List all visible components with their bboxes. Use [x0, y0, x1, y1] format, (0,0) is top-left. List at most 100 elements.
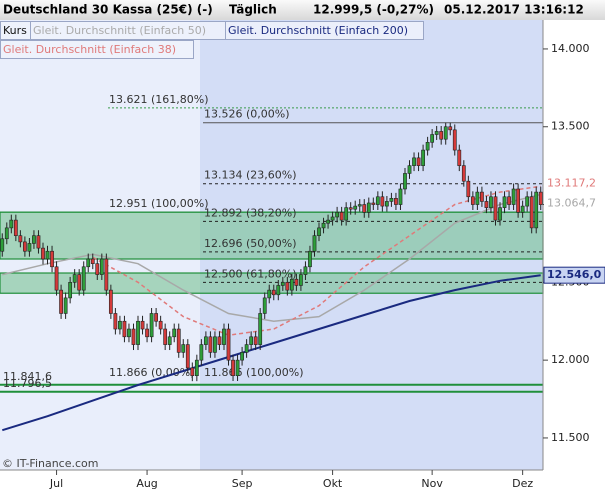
level-label: 11.841,6 [3, 370, 52, 383]
candle-body [267, 289, 272, 299]
candle-body [461, 165, 466, 182]
candle-body [262, 297, 267, 314]
candle-body [108, 289, 113, 314]
candle-body [375, 196, 380, 205]
candle-body [538, 191, 543, 205]
level-label: 11.866 (100,00%) [204, 366, 304, 379]
interval: Täglich [229, 3, 277, 17]
candle-body [253, 336, 258, 345]
candle-body [81, 266, 86, 291]
candle-body [149, 313, 154, 338]
candle-body [118, 320, 122, 330]
candle-body [416, 157, 421, 166]
candle-body [344, 207, 349, 221]
level-label: 13.134 (23,60%) [204, 169, 297, 182]
candle-body [90, 258, 95, 264]
candle-body [59, 289, 63, 314]
candle-body [366, 202, 371, 213]
y-tick-label: 11.500 [551, 431, 590, 444]
candle-body [394, 198, 398, 205]
x-tick-label: Nov [421, 477, 443, 490]
x-axis-bg [0, 470, 605, 494]
y-tick-label: 13.500 [551, 120, 590, 133]
candle-body [443, 126, 448, 140]
candle-body [389, 198, 394, 202]
candle-body [140, 320, 145, 330]
candle-body [204, 336, 208, 345]
candle-body [18, 235, 23, 243]
candle-body [222, 328, 226, 345]
candle-body [335, 212, 339, 218]
candle-body [27, 243, 32, 252]
candle-body [457, 149, 462, 166]
candle-body [199, 344, 204, 361]
candle-body [421, 149, 425, 166]
ma-line [2, 274, 541, 432]
candle-body [439, 131, 444, 140]
candle-body [448, 126, 453, 131]
candle-body [466, 180, 471, 198]
candle-body [430, 134, 435, 143]
end-label: 12.546,0 [547, 268, 602, 281]
candle-body [68, 282, 73, 299]
candle-body [507, 196, 511, 205]
level-label: 13.526 (0,00%) [204, 108, 290, 121]
candle-body [412, 157, 416, 166]
y-tick-label: 14.000 [551, 42, 590, 55]
candle-body [249, 336, 254, 345]
candle-body [145, 328, 149, 338]
candle-body [190, 367, 195, 377]
candle-body [371, 202, 376, 205]
candle-body [294, 278, 299, 286]
candle-body [502, 196, 507, 208]
candle-body [289, 278, 294, 291]
candle-body [231, 359, 235, 377]
candle-body [489, 196, 493, 208]
candle-body [86, 258, 91, 268]
level-label: 12.951 (100,00%) [109, 197, 209, 210]
candle-body [127, 328, 131, 338]
candle-body [403, 173, 407, 190]
end-label: 13.064,7 [547, 196, 596, 209]
candle-body [72, 274, 77, 283]
legend-entry: Kurs [3, 24, 27, 37]
candle-body [321, 222, 326, 229]
candle-body [158, 320, 163, 330]
candle-body [45, 250, 50, 260]
candle-body [280, 282, 285, 286]
candle-body [23, 241, 27, 252]
end-label: 13.117,2 [547, 176, 596, 189]
candle-body [398, 188, 403, 205]
x-tick-label: Aug [136, 477, 157, 490]
candle-body [13, 219, 18, 236]
candle-body [213, 336, 217, 353]
timestamp: 05.12.2017 13:16:12 [444, 3, 584, 17]
level-label: 12.696 (50,00%) [204, 237, 297, 250]
candle-body [217, 336, 222, 345]
candle-body [181, 344, 186, 353]
candle-body [452, 129, 457, 151]
candle-body [194, 359, 199, 377]
candle-body [330, 216, 335, 221]
level-label: 13.621 (161,80%) [109, 93, 209, 106]
candle-body [95, 263, 100, 275]
title: Deutschland 30 Kassa (25€) (-) [3, 3, 213, 17]
candle-body [317, 227, 321, 236]
candle-body [308, 250, 312, 268]
candle-body [326, 219, 330, 224]
candle-body [104, 258, 109, 291]
candle-body [339, 212, 344, 221]
candle-body [312, 235, 317, 252]
candle-body [36, 235, 41, 249]
candle-body [9, 219, 14, 229]
candle-body [534, 191, 539, 229]
candle-body [258, 313, 263, 345]
legend-box [0, 40, 194, 59]
candle-body [77, 274, 82, 291]
level-label: 12.892 (38,20%) [204, 206, 297, 219]
candle-body [303, 266, 308, 275]
candle-body [434, 131, 439, 135]
candle-body [516, 188, 520, 213]
candle-body [244, 344, 249, 353]
